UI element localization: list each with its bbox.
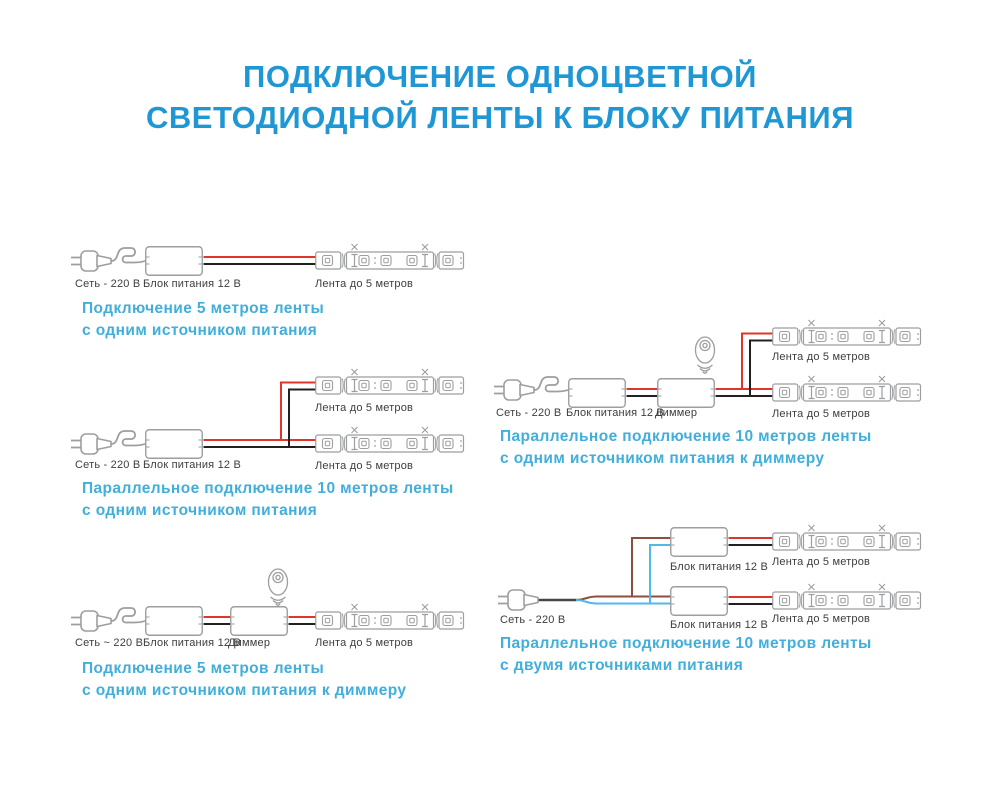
caption-line: с двумя источниками питания xyxy=(500,657,744,674)
label-mains: Сеть - 220 В xyxy=(500,614,566,626)
wire-black xyxy=(203,388,316,448)
dimmer-box xyxy=(657,378,715,408)
label-dimmer: Диммер xyxy=(655,407,698,419)
label-mains: Сеть - 220 В xyxy=(75,459,141,471)
page-title-line2: СВЕТОДИОДНОЙ ЛЕНТЫ К БЛОКУ ПИТАНИЯ xyxy=(146,100,854,135)
caption-line: с одним источником питания к диммеру xyxy=(82,682,407,699)
caption-diagram-1: Подключение 5 метров ленты с одним источ… xyxy=(82,298,324,342)
label-strip: Лента до 5 метров xyxy=(315,637,414,649)
label-psu: Блок питания 12 В xyxy=(670,619,769,631)
led-strip xyxy=(773,525,921,550)
wire-red xyxy=(203,381,316,441)
led-strip xyxy=(773,376,921,401)
wire-blue xyxy=(575,544,671,605)
label-strip: Лента до 5 метров xyxy=(772,351,871,363)
label-strip: Лента до 5 метров xyxy=(772,613,871,625)
led-strip xyxy=(773,320,921,345)
power-supply-box xyxy=(145,429,203,459)
label-strip: Лента до 5 метров xyxy=(315,460,414,472)
power-supply-box xyxy=(145,606,203,636)
label-psu: Блок питания 12 В xyxy=(670,561,769,573)
wire-red xyxy=(728,537,773,598)
label-psu: Блок питания 12 В xyxy=(143,278,242,290)
caption-diagram-3: Подключение 5 метров ленты с одним источ… xyxy=(82,658,406,702)
power-supply-box xyxy=(568,378,626,408)
led-strip xyxy=(316,427,464,452)
label-strip: Лента до 5 метров xyxy=(315,402,414,414)
caption-line: Подключение 5 метров ленты xyxy=(82,660,325,677)
diagram-5-two-psu xyxy=(497,525,921,616)
wire-brown xyxy=(575,537,671,601)
plug-icon xyxy=(494,377,568,400)
label-psu: Блок питания 12 В xyxy=(143,637,242,649)
caption-line: Подключение 5 метров ленты xyxy=(82,300,325,317)
label-mains: Сеть ~ 220 В xyxy=(75,637,144,649)
page-title: ПОДКЛЮЧЕНИЕ ОДНОЦВЕТНОЙ СВЕТОДИОДНОЙ ЛЕН… xyxy=(0,56,1000,138)
plug-icon xyxy=(497,589,539,611)
diagram-2-parallel-strips xyxy=(71,369,464,459)
led-strip xyxy=(773,584,921,609)
diagram-1-single-strip xyxy=(71,244,464,276)
caption-diagram-4: Параллельное подключение 10 метров ленты… xyxy=(500,426,872,470)
remote-control-icon xyxy=(267,568,289,606)
wire-red xyxy=(626,332,773,390)
caption-line: с одним источником питания xyxy=(82,502,318,519)
label-dimmer: Диммер xyxy=(228,637,271,649)
caption-line: с одним источником питания xyxy=(82,322,318,339)
led-strip xyxy=(316,244,464,269)
caption-diagram-5: Параллельное подключение 10 метров ленты… xyxy=(500,633,872,677)
plug-icon xyxy=(71,431,145,454)
label-mains: Сеть - 220 В xyxy=(75,278,141,290)
led-strip xyxy=(316,369,464,394)
caption-line: с одним источником питания к диммеру xyxy=(500,450,825,467)
label-mains: Сеть - 220 В xyxy=(496,407,562,419)
label-strip: Лента до 5 метров xyxy=(772,408,871,420)
plug-icon xyxy=(71,248,145,271)
diagram-4-dimmer-parallel-strips xyxy=(494,320,921,408)
label-psu: Блок питания 12 В xyxy=(143,459,242,471)
wire-black xyxy=(728,544,773,605)
dimmer-box xyxy=(230,606,288,636)
caption-line: Параллельное подключение 10 метров ленты xyxy=(500,428,872,445)
led-strip xyxy=(316,604,464,629)
caption-line: Параллельное подключение 10 метров ленты xyxy=(82,480,454,497)
label-strip: Лента до 5 метров xyxy=(315,278,414,290)
page-title-line1: ПОДКЛЮЧЕНИЕ ОДНОЦВЕТНОЙ xyxy=(243,59,757,94)
caption-line: Параллельное подключение 10 метров ленты xyxy=(500,635,872,652)
power-supply-box xyxy=(145,246,203,276)
wire-black xyxy=(626,339,773,397)
remote-control-icon xyxy=(694,336,716,374)
power-supply-box xyxy=(670,527,728,557)
label-strip: Лента до 5 метров xyxy=(772,556,871,568)
power-supply-box xyxy=(670,586,728,616)
caption-diagram-2: Параллельное подключение 10 метров ленты… xyxy=(82,478,454,522)
diagram-3-dimmer-single-strip xyxy=(71,568,464,636)
label-psu: Блок питания 12 В xyxy=(566,407,665,419)
plug-icon xyxy=(71,608,145,631)
